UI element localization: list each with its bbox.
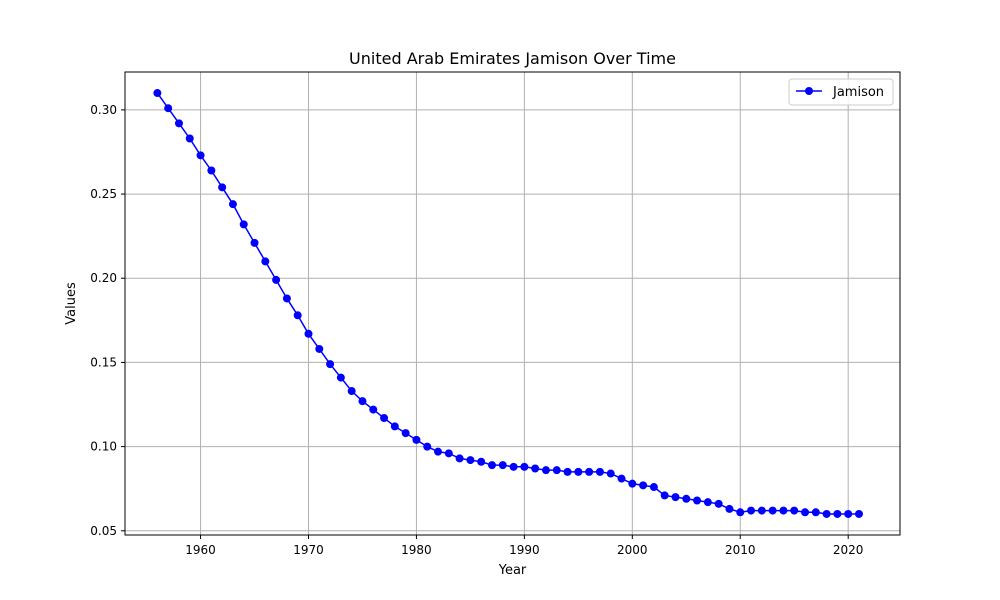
data-point xyxy=(153,89,162,98)
y-axis-label: Values xyxy=(64,282,79,325)
data-point xyxy=(164,104,173,113)
data-point xyxy=(822,509,831,518)
data-point xyxy=(854,509,863,518)
legend-marker-sample xyxy=(805,87,813,95)
series-line xyxy=(156,92,859,515)
data-point xyxy=(196,151,205,160)
data-point xyxy=(531,464,540,473)
data-point xyxy=(703,498,712,507)
data-point xyxy=(250,238,259,247)
data-point xyxy=(606,469,615,478)
data-point xyxy=(401,429,410,438)
legend-box xyxy=(788,78,894,106)
data-point xyxy=(639,481,648,490)
data-point xyxy=(185,134,194,143)
data-point xyxy=(595,467,604,476)
data-point xyxy=(207,166,216,175)
y-tick-label: 0.15 xyxy=(90,355,117,369)
data-point xyxy=(228,200,237,209)
data-point xyxy=(757,506,766,515)
data-point xyxy=(714,499,723,508)
x-tick-label: 1980 xyxy=(401,543,432,557)
x-axis-label: Year xyxy=(498,563,527,578)
data-point xyxy=(682,494,691,503)
grid-lines xyxy=(125,72,900,535)
legend: Jamison xyxy=(788,78,894,106)
data-point xyxy=(369,405,378,414)
data-point xyxy=(585,467,594,476)
data-point xyxy=(833,509,842,518)
data-point xyxy=(693,496,702,505)
data-point xyxy=(336,373,345,382)
data-point xyxy=(628,479,637,488)
data-point xyxy=(239,220,248,229)
data-point xyxy=(272,275,281,284)
data-point xyxy=(380,413,389,422)
y-tick-label: 0.05 xyxy=(90,524,117,538)
data-point xyxy=(541,466,550,475)
data-point xyxy=(412,435,421,444)
data-point xyxy=(779,506,788,515)
y-tick-label: 0.25 xyxy=(90,187,117,201)
legend-label: Jamison xyxy=(832,85,884,100)
plot-frame xyxy=(124,71,901,536)
chart-title: United Arab Emirates Jamison Over Time xyxy=(349,49,676,68)
data-point xyxy=(282,294,291,303)
data-point xyxy=(509,462,518,471)
data-point xyxy=(768,506,777,515)
data-point xyxy=(574,467,583,476)
y-tick-label: 0.10 xyxy=(90,440,117,454)
x-tick-label: 1960 xyxy=(185,543,216,557)
data-point xyxy=(434,447,443,456)
x-tick-label: 2020 xyxy=(833,543,864,557)
data-point xyxy=(423,442,432,451)
data-point xyxy=(304,329,313,338)
data-point xyxy=(293,311,302,320)
data-point xyxy=(390,422,399,431)
axis-ticks: 1960 1970 1980 1990 2000 2010 2020 0.05 0.10 0.15… xyxy=(90,103,863,557)
y-tick-label: 0.30 xyxy=(90,103,117,117)
data-point xyxy=(649,483,658,492)
data-point xyxy=(477,457,486,466)
series-layer xyxy=(153,89,863,518)
data-point xyxy=(326,360,335,369)
data-point xyxy=(315,344,324,353)
data-point xyxy=(790,506,799,515)
data-point xyxy=(466,456,475,465)
data-point xyxy=(487,461,496,470)
data-point xyxy=(563,467,572,476)
data-point xyxy=(261,257,270,266)
data-point xyxy=(552,466,561,475)
data-point xyxy=(358,397,367,406)
data-point xyxy=(736,508,745,517)
data-point xyxy=(844,509,853,518)
data-point xyxy=(660,491,669,500)
x-tick-label: 2000 xyxy=(617,543,648,557)
data-point xyxy=(498,461,507,470)
data-point xyxy=(520,462,529,471)
x-tick-label: 2010 xyxy=(725,543,756,557)
data-point xyxy=(174,119,183,128)
data-point xyxy=(455,454,464,463)
data-point xyxy=(218,183,227,192)
data-point xyxy=(811,508,820,517)
data-point xyxy=(444,449,453,458)
data-point xyxy=(671,493,680,502)
data-point xyxy=(725,504,734,513)
data-point xyxy=(347,387,356,396)
data-point xyxy=(747,506,756,515)
x-tick-label: 1990 xyxy=(509,543,540,557)
y-tick-label: 0.20 xyxy=(90,271,117,285)
data-point xyxy=(617,474,626,483)
x-tick-label: 1970 xyxy=(293,543,324,557)
data-point xyxy=(801,508,810,517)
